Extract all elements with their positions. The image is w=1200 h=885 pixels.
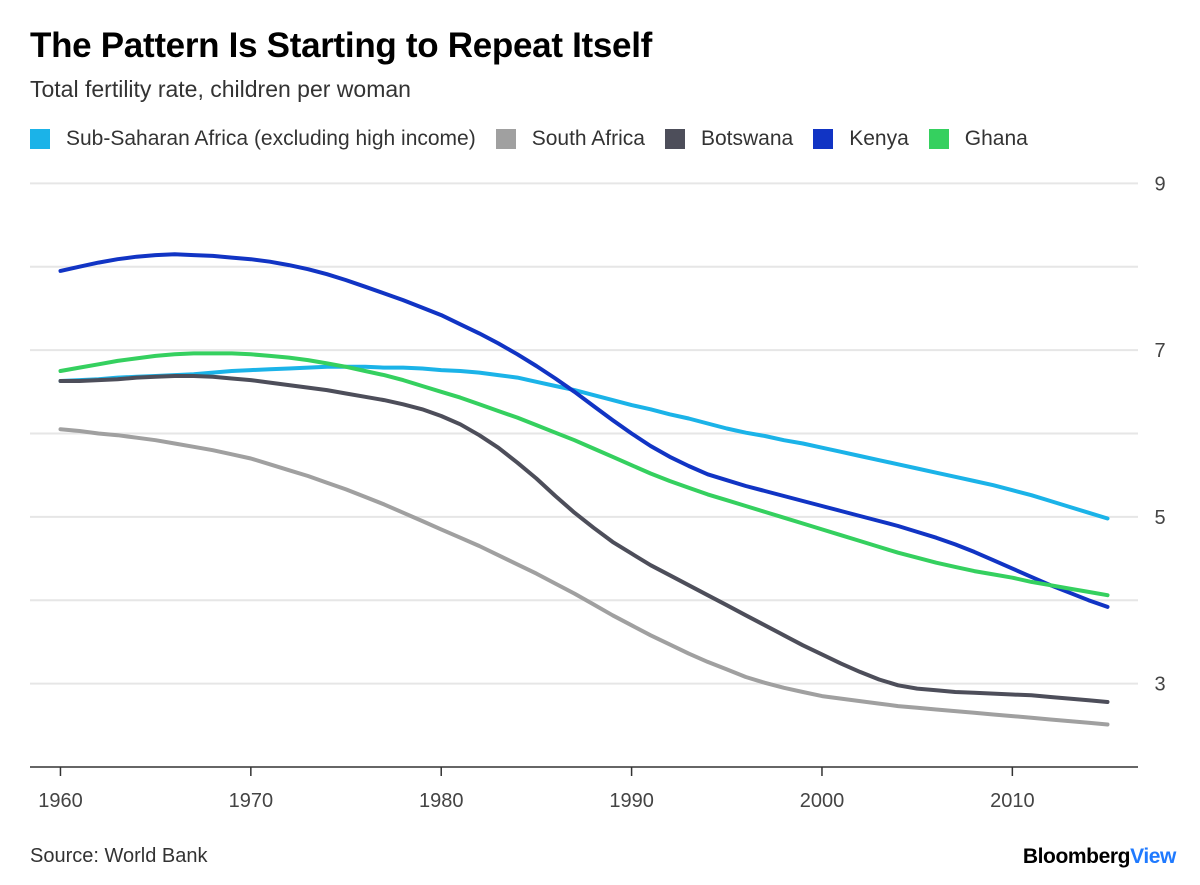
series-line bbox=[58, 374, 1110, 704]
legend-label: Kenya bbox=[849, 127, 909, 150]
chart-title: The Pattern Is Starting to Repeat Itself bbox=[30, 26, 652, 65]
source-note: Source: World Bank bbox=[30, 845, 208, 867]
x-tick-label: 1990 bbox=[609, 790, 654, 812]
series-line bbox=[58, 364, 1110, 521]
legend-item: Botswana bbox=[664, 127, 794, 151]
legend-swatch bbox=[928, 129, 949, 149]
y-tick-label: 3 bbox=[1154, 674, 1165, 696]
series-line bbox=[58, 351, 1110, 598]
brand-main: Bloomberg bbox=[1022, 845, 1131, 868]
legend-label: Botswana bbox=[700, 127, 794, 150]
y-tick-label: 9 bbox=[1154, 173, 1165, 195]
y-tick-label: 5 bbox=[1154, 507, 1165, 529]
x-tick-label: 2000 bbox=[800, 790, 845, 812]
legend-item: Ghana bbox=[928, 127, 1028, 151]
legend-swatch bbox=[664, 129, 685, 149]
series-line bbox=[58, 427, 1110, 727]
legend-swatch bbox=[813, 129, 834, 149]
chart-subtitle: Total fertility rate, children per woman bbox=[30, 76, 411, 102]
x-tick-label: 1960 bbox=[38, 790, 83, 812]
brand-accent: View bbox=[1130, 845, 1176, 868]
y-tick-label: 7 bbox=[1154, 340, 1165, 362]
legend-item: Sub-Saharan Africa (excluding high incom… bbox=[30, 127, 476, 151]
legend-item: Kenya bbox=[813, 127, 909, 151]
legend-swatch bbox=[30, 129, 50, 149]
legend-label: South Africa bbox=[531, 127, 645, 150]
x-tick-label: 1970 bbox=[229, 790, 274, 812]
chart-legend: Sub-Saharan Africa (excluding high incom… bbox=[30, 127, 1048, 151]
x-tick-label: 1980 bbox=[419, 790, 464, 812]
legend-item: South Africa bbox=[495, 127, 645, 151]
x-tick-label: 2010 bbox=[990, 790, 1035, 812]
legend-label: Sub-Saharan Africa (excluding high incom… bbox=[66, 127, 476, 150]
legend-swatch bbox=[495, 129, 516, 149]
series-line bbox=[58, 252, 1110, 609]
brand-logo: BloombergView bbox=[1022, 845, 1177, 869]
legend-label: Ghana bbox=[964, 127, 1028, 150]
